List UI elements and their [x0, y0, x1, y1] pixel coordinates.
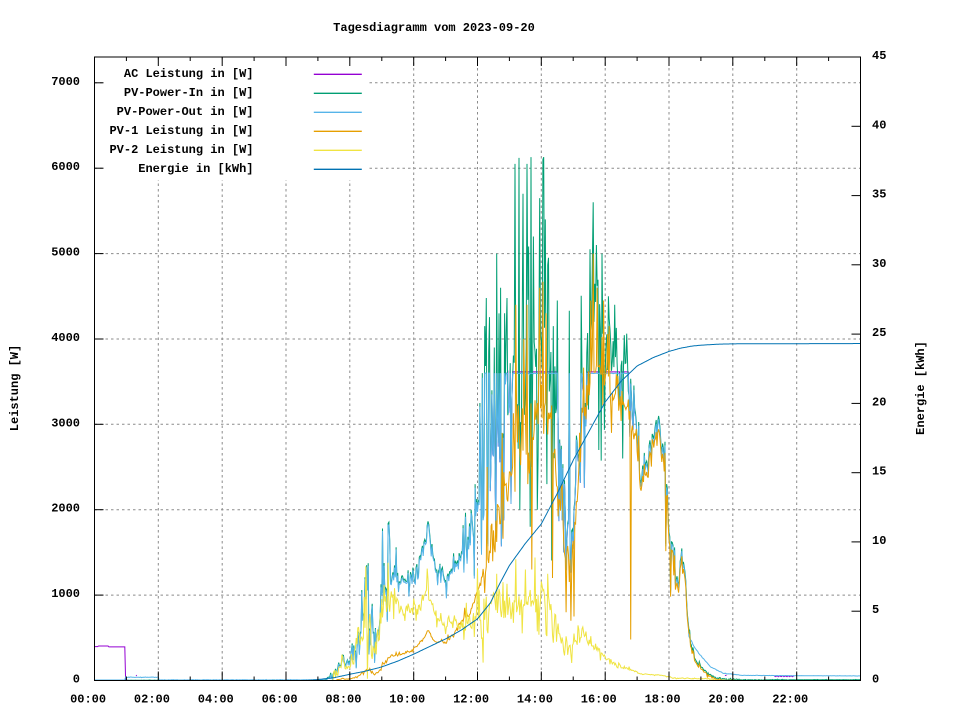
- svg-text:0: 0: [872, 673, 879, 687]
- svg-text:Tagesdiagramm vom 2023-09-20: Tagesdiagramm vom 2023-09-20: [333, 21, 535, 35]
- svg-text:16:00: 16:00: [581, 693, 617, 707]
- svg-text:20:00: 20:00: [708, 693, 744, 707]
- svg-text:5000: 5000: [51, 246, 80, 260]
- svg-text:06:00: 06:00: [262, 693, 298, 707]
- svg-text:4000: 4000: [51, 331, 80, 345]
- svg-text:12:00: 12:00: [453, 693, 489, 707]
- svg-text:15: 15: [872, 465, 886, 479]
- svg-text:PV-Power-Out in [W]: PV-Power-Out in [W]: [117, 105, 254, 119]
- svg-text:10: 10: [872, 534, 886, 548]
- svg-text:PV-Power-In in [W]: PV-Power-In in [W]: [124, 86, 254, 100]
- svg-text:25: 25: [872, 326, 886, 340]
- svg-text:0: 0: [73, 673, 80, 687]
- svg-text:08:00: 08:00: [325, 693, 361, 707]
- svg-text:AC Leistung in [W]: AC Leistung in [W]: [124, 67, 254, 81]
- svg-text:7000: 7000: [51, 75, 80, 89]
- svg-text:45: 45: [872, 49, 886, 63]
- svg-text:PV-2 Leistung in [W]: PV-2 Leistung in [W]: [109, 143, 253, 157]
- svg-text:10:00: 10:00: [389, 693, 425, 707]
- svg-text:PV-1 Leistung in [W]: PV-1 Leistung in [W]: [109, 124, 253, 138]
- svg-text:02:00: 02:00: [134, 693, 170, 707]
- svg-text:30: 30: [872, 257, 886, 271]
- svg-text:6000: 6000: [51, 160, 80, 174]
- svg-text:20: 20: [872, 395, 886, 409]
- svg-text:40: 40: [872, 118, 886, 132]
- svg-text:22:00: 22:00: [772, 693, 808, 707]
- svg-text:3000: 3000: [51, 416, 80, 430]
- svg-text:Leistung [W]: Leistung [W]: [8, 345, 22, 431]
- svg-text:04:00: 04:00: [198, 693, 234, 707]
- svg-text:5: 5: [872, 603, 879, 617]
- svg-text:2000: 2000: [51, 502, 80, 516]
- svg-text:Energie in [kWh]: Energie in [kWh]: [138, 162, 253, 176]
- svg-text:35: 35: [872, 188, 886, 202]
- svg-text:00:00: 00:00: [70, 693, 106, 707]
- svg-text:1000: 1000: [51, 587, 80, 601]
- svg-text:14:00: 14:00: [517, 693, 553, 707]
- svg-text:Energie [kWh]: Energie [kWh]: [914, 341, 928, 435]
- svg-text:18:00: 18:00: [645, 693, 681, 707]
